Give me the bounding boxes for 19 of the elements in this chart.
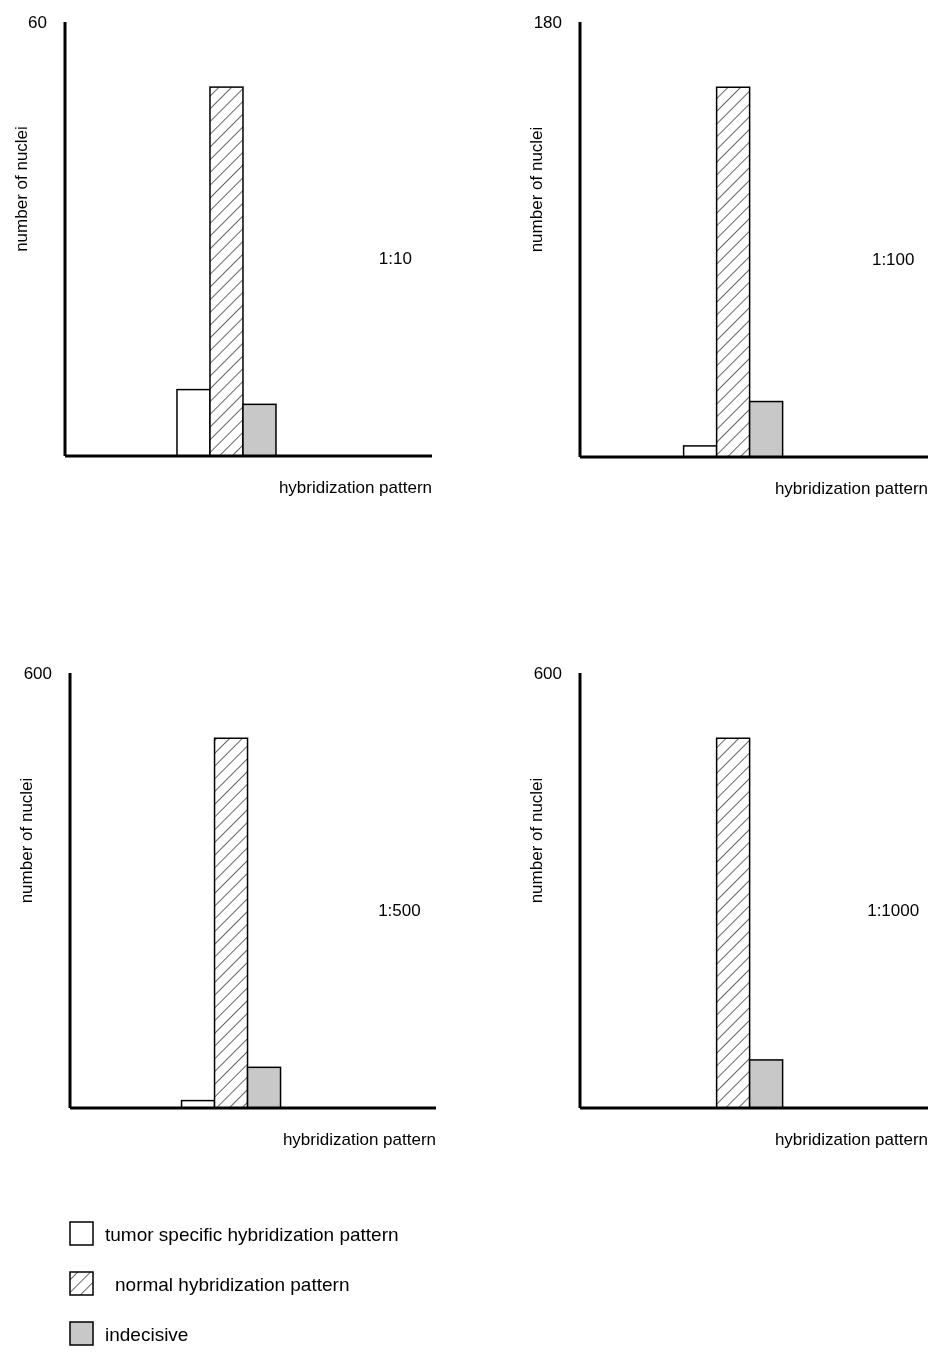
annotation: 1:10 — [378, 249, 412, 268]
x-axis-title: hybridization pattern — [774, 1130, 928, 1149]
annotation: 1:500 — [378, 900, 421, 920]
text: 600 — [23, 663, 52, 683]
y-axis-title: number of nuclei — [12, 126, 31, 252]
legend-label: tumor specific hybridization pattern — [105, 1223, 399, 1245]
text: 180 — [533, 12, 562, 32]
legend-label: indecisive — [105, 1323, 189, 1345]
x-axis-title: hybridization pattern — [774, 479, 928, 498]
annotation: 1:1000 — [867, 900, 920, 920]
x-axis-title: hybridization pattern — [282, 1130, 436, 1149]
legend-label: normal hybridization pattern — [115, 1273, 350, 1295]
text: 600 — [533, 663, 562, 683]
annotation: 1:100 — [871, 249, 915, 269]
text: 60 — [28, 12, 47, 32]
y-axis-title: number of nuclei — [527, 777, 546, 904]
y-axis-title: number of nuclei — [17, 777, 36, 904]
y-axis-title: number of nuclei — [527, 126, 546, 253]
x-axis-title: hybridization pattern — [278, 478, 432, 497]
